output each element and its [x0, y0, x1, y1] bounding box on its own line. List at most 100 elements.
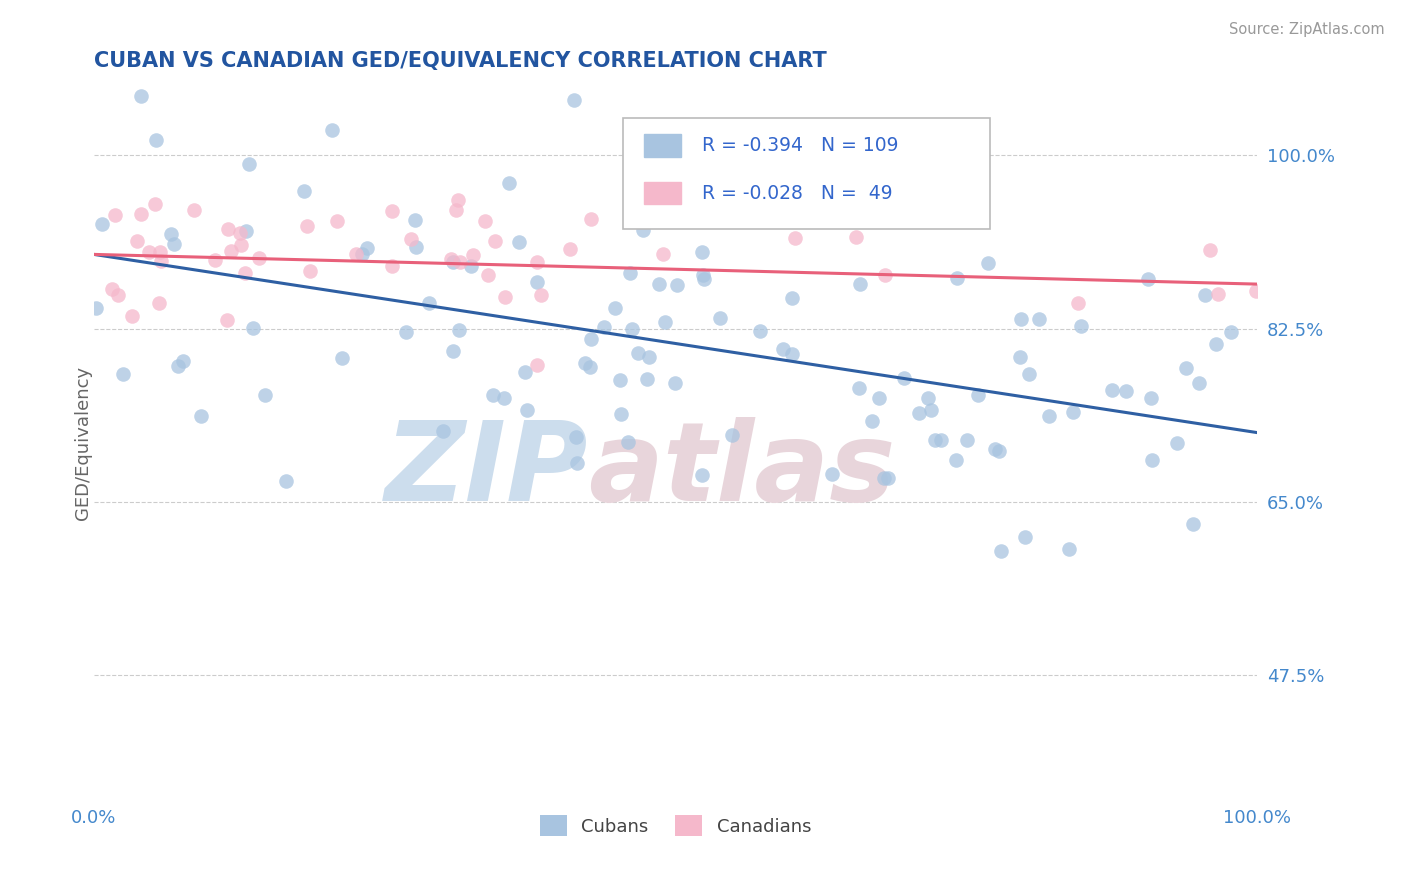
Point: [693, 272, 716, 286]
Point: [129, 89, 152, 103]
Point: [562, 93, 585, 107]
Point: [247, 251, 270, 265]
Point: [1140, 453, 1163, 467]
Point: [399, 232, 422, 246]
Point: [477, 268, 499, 282]
Point: [129, 207, 152, 221]
Point: [605, 301, 627, 315]
Point: [148, 245, 170, 260]
Point: [875, 268, 897, 282]
Point: [860, 414, 883, 428]
Point: [235, 224, 257, 238]
Point: [917, 391, 939, 405]
Point: [513, 365, 536, 379]
Point: [441, 343, 464, 358]
Point: [1062, 405, 1084, 419]
Point: [638, 351, 661, 365]
Point: [344, 246, 367, 260]
Point: [526, 359, 548, 373]
Text: R = -0.028   N =  49: R = -0.028 N = 49: [702, 184, 893, 202]
Point: [1182, 517, 1205, 532]
Point: [785, 231, 807, 245]
Point: [183, 202, 205, 217]
Point: [217, 222, 239, 236]
Point: [648, 277, 671, 292]
Point: [1038, 409, 1060, 423]
Point: [447, 193, 470, 207]
Point: [84, 301, 107, 315]
Point: [150, 253, 173, 268]
Point: [893, 371, 915, 385]
Point: [242, 321, 264, 335]
Point: [356, 241, 378, 255]
Point: [1014, 530, 1036, 544]
Point: [945, 453, 967, 467]
Point: [908, 406, 931, 420]
Point: [845, 230, 868, 244]
Point: [166, 359, 188, 374]
Point: [609, 373, 631, 387]
Point: [526, 255, 548, 269]
Point: [636, 371, 658, 385]
Point: [690, 244, 713, 259]
Point: [111, 367, 134, 381]
Point: [581, 332, 603, 346]
Point: [1206, 287, 1229, 301]
Point: [418, 295, 440, 310]
Point: [579, 212, 602, 227]
Point: [276, 474, 298, 488]
Point: [441, 255, 464, 269]
Point: [665, 278, 688, 293]
Point: [498, 176, 520, 190]
Point: [945, 271, 967, 285]
Point: [444, 203, 467, 218]
Point: [526, 275, 548, 289]
Point: [977, 255, 1000, 269]
Point: [692, 268, 714, 282]
Point: [772, 342, 794, 356]
Point: [929, 434, 952, 448]
Point: [461, 248, 484, 262]
Point: [1010, 311, 1032, 326]
Point: [1205, 337, 1227, 351]
Point: [432, 424, 454, 438]
Point: [190, 409, 212, 424]
Text: R = -0.394   N = 109: R = -0.394 N = 109: [702, 136, 898, 155]
Point: [990, 544, 1012, 558]
Point: [494, 290, 516, 304]
Point: [1010, 350, 1032, 364]
Point: [664, 376, 686, 390]
Point: [609, 407, 631, 421]
Point: [1067, 296, 1090, 310]
Point: [782, 291, 804, 305]
Point: [104, 208, 127, 222]
Point: [474, 213, 496, 227]
Point: [326, 213, 349, 227]
Point: [558, 242, 581, 256]
Point: [849, 277, 872, 291]
Point: [238, 157, 260, 171]
Point: [233, 266, 256, 280]
Point: [1220, 325, 1243, 339]
Point: [627, 346, 650, 360]
Point: [565, 456, 588, 470]
Point: [621, 321, 644, 335]
Point: [292, 184, 315, 198]
Point: [1140, 391, 1163, 405]
Point: [848, 381, 870, 395]
Point: [592, 320, 614, 334]
Point: [652, 247, 675, 261]
Legend: Cubans, Canadians: Cubans, Canadians: [533, 808, 818, 843]
Point: [530, 287, 553, 301]
Point: [924, 433, 946, 447]
Y-axis label: GED/Equivalency: GED/Equivalency: [75, 366, 91, 519]
Point: [330, 351, 353, 365]
Point: [138, 245, 160, 260]
FancyBboxPatch shape: [644, 182, 682, 204]
Point: [654, 315, 676, 329]
Point: [920, 402, 942, 417]
Point: [217, 313, 239, 327]
Point: [482, 388, 505, 402]
Point: [508, 235, 530, 249]
Point: [219, 244, 242, 258]
